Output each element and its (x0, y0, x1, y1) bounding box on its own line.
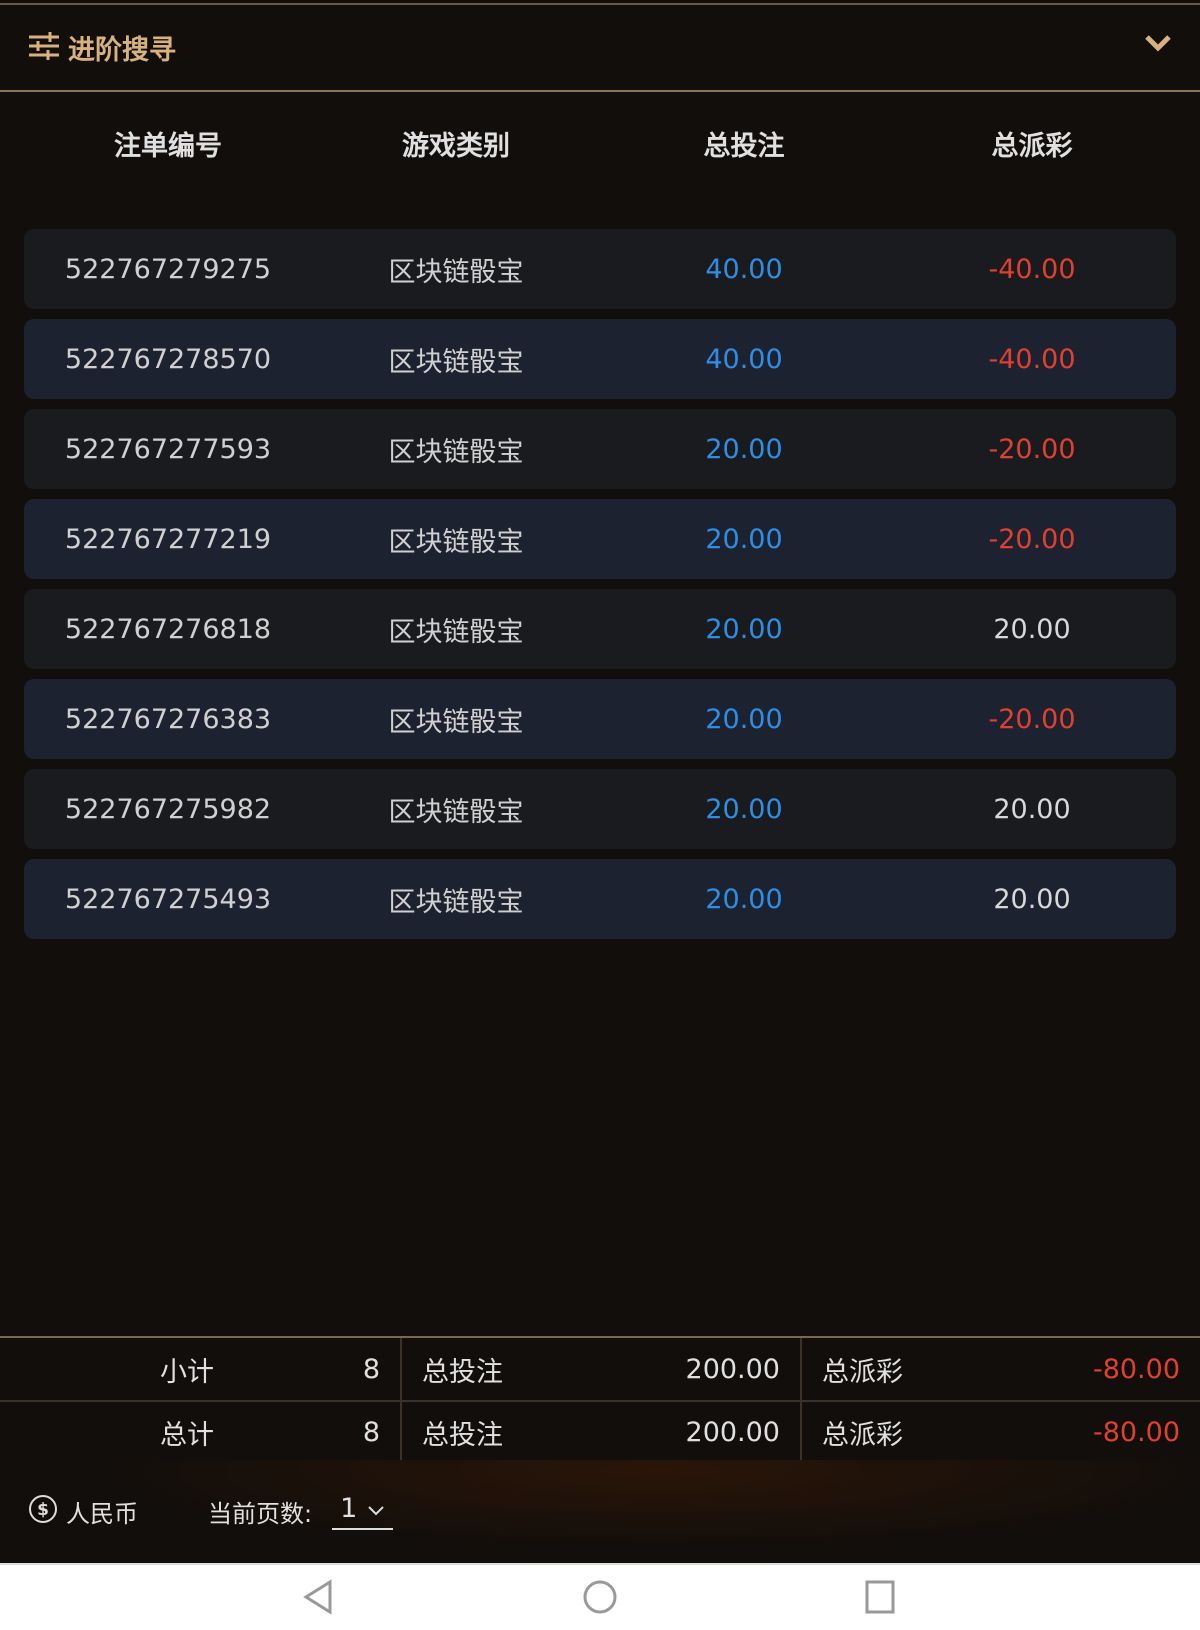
total-payout: -20.00 (988, 703, 1076, 735)
total-payout: 20.00 (993, 883, 1071, 915)
header-game-type: 游戏类别 (402, 131, 510, 162)
header-total-bet: 总投注 (703, 131, 785, 162)
subtotal-payout-label: 总派彩 (822, 1356, 903, 1388)
subtotal-bet-label: 总投注 (422, 1356, 503, 1388)
bet-id: 522767279275 (64, 253, 272, 285)
total-bet: 20.00 (705, 703, 783, 735)
total-bet: 20.00 (705, 793, 783, 825)
table-row[interactable]: 522767276818 区块链骰宝 20.00 20.00 (24, 589, 1176, 669)
recents-icon[interactable] (864, 1579, 896, 1619)
total-payout-label: 总派彩 (822, 1419, 903, 1451)
total-bet-label: 总投注 (422, 1419, 503, 1451)
table-row[interactable]: 522767275982 区块链骰宝 20.00 20.00 (24, 769, 1176, 849)
bet-id: 522767277593 (64, 433, 272, 465)
table-row[interactable]: 522767278570 区块链骰宝 40.00 -40.00 (24, 319, 1176, 399)
chevron-down-icon (367, 1493, 385, 1524)
bet-id: 522767278570 (64, 343, 272, 375)
table-row[interactable]: 522767277593 区块链骰宝 20.00 -20.00 (24, 409, 1176, 489)
total-bet: 40.00 (705, 343, 783, 375)
back-icon[interactable] (302, 1579, 334, 1619)
total-payout: -20.00 (988, 523, 1076, 555)
bet-id: 522767276818 (64, 613, 272, 645)
dollar-circle-icon: $ (28, 1494, 58, 1530)
total-row: 总计 8 总投注 200.00 总派彩 -80.00 (0, 1400, 1200, 1463)
currency-label: 人民币 (66, 1500, 138, 1528)
game-type: 区块链骰宝 (388, 886, 524, 918)
bet-list: 522767279275 区块链骰宝 40.00 -40.00 522767278570… (24, 229, 1176, 949)
page-select[interactable]: 1 (332, 1493, 394, 1530)
game-type: 区块链骰宝 (388, 346, 524, 378)
android-nav-bar (0, 1563, 1200, 1630)
header-total-payout: 总派彩 (991, 131, 1073, 162)
subtotal-count: 8 (362, 1353, 380, 1385)
total-payout: -80.00 (1092, 1416, 1180, 1448)
header-bet-id: 注单编号 (114, 131, 222, 162)
game-type: 区块链骰宝 (388, 796, 524, 828)
subtotal-payout: -80.00 (1092, 1353, 1180, 1385)
table-header: 注单编号 游戏类别 总投注 总派彩 (24, 115, 1176, 179)
total-payout: -40.00 (988, 343, 1076, 375)
subtotal-row: 小计 8 总投注 200.00 总派彩 -80.00 (0, 1338, 1200, 1400)
sliders-icon (28, 31, 60, 65)
game-type: 区块链骰宝 (388, 526, 524, 558)
advanced-search-toggle[interactable]: 进阶搜寻 (0, 5, 1200, 92)
table-row[interactable]: 522767279275 区块链骰宝 40.00 -40.00 (24, 229, 1176, 309)
game-type: 区块链骰宝 (388, 706, 524, 738)
total-payout: 20.00 (993, 613, 1071, 645)
subtotal-label: 小计 (160, 1356, 214, 1388)
svg-text:$: $ (37, 1500, 49, 1520)
table-row[interactable]: 522767277219 区块链骰宝 20.00 -20.00 (24, 499, 1176, 579)
table-row[interactable]: 522767276383 区块链骰宝 20.00 -20.00 (24, 679, 1176, 759)
top-divider (0, 3, 1200, 5)
table-row[interactable]: 522767275493 区块链骰宝 20.00 20.00 (24, 859, 1176, 939)
total-bet: 20.00 (705, 523, 783, 555)
bet-id: 522767277219 (64, 523, 272, 555)
home-icon[interactable] (582, 1579, 618, 1619)
currency-selector[interactable]: $ 人民币 (28, 1494, 138, 1530)
game-type: 区块链骰宝 (388, 436, 524, 468)
total-payout: -20.00 (988, 433, 1076, 465)
game-type: 区块链骰宝 (388, 616, 524, 648)
total-label: 总计 (160, 1419, 214, 1451)
total-payout: 20.00 (993, 793, 1071, 825)
total-payout: -40.00 (988, 253, 1076, 285)
total-count: 8 (362, 1416, 380, 1448)
advanced-search-title: 进阶搜寻 (68, 35, 176, 66)
footer-bar: $ 人民币 当前页数: 1 (0, 1460, 1200, 1563)
page-value: 1 (340, 1493, 358, 1524)
total-bet: 40.00 (705, 253, 783, 285)
chevron-down-icon[interactable] (1144, 33, 1172, 57)
page-label: 当前页数: (208, 1500, 313, 1528)
bet-id: 522767276383 (64, 703, 272, 735)
total-bet: 20.00 (705, 883, 783, 915)
game-type: 区块链骰宝 (388, 256, 524, 288)
bet-id: 522767275982 (64, 793, 272, 825)
subtotal-bet: 200.00 (685, 1353, 780, 1385)
bet-id: 522767275493 (64, 883, 272, 915)
summary-table: 小计 8 总投注 200.00 总派彩 -80.00 总计 8 总投注 200.00 总派… (0, 1336, 1200, 1464)
total-bet: 20.00 (705, 613, 783, 645)
total-bet: 20.00 (705, 433, 783, 465)
total-bet: 200.00 (685, 1416, 780, 1448)
